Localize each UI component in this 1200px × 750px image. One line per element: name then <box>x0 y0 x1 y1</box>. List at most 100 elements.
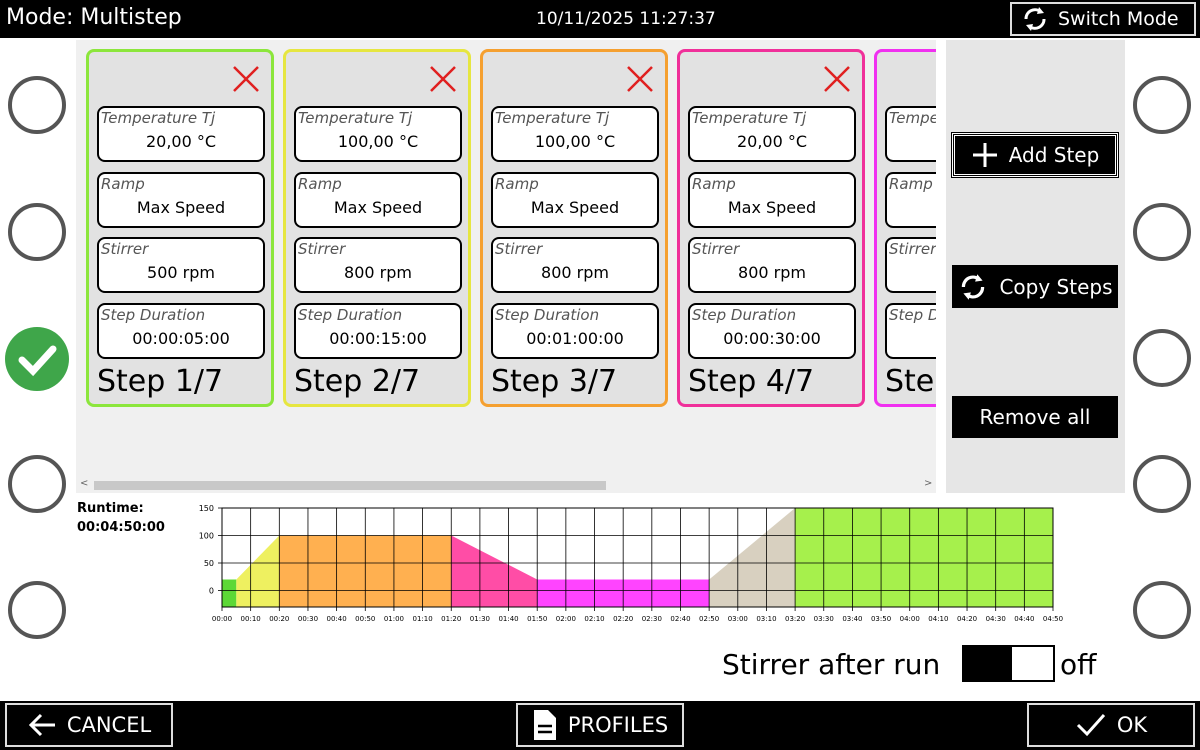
side-panel: Add Step Copy Steps Remove all <box>946 40 1125 493</box>
field-label: Stirrer <box>495 240 543 259</box>
add-step-button[interactable]: Add Step <box>951 132 1119 178</box>
area-segment <box>537 579 710 607</box>
step-field[interactable]: Stirrer 800 rpm <box>688 237 856 294</box>
radio-checked[interactable] <box>5 327 69 391</box>
step-field[interactable]: Temperature Tj 100,00 °C <box>294 106 462 162</box>
copy-steps-button[interactable]: Copy Steps <box>952 265 1118 308</box>
step-card[interactable]: Temperature Tj 100,00 °C Ramp Max Speed Stir… <box>283 49 471 407</box>
scrollbar[interactable]: < > <box>76 478 936 493</box>
step-field[interactable]: Step Duration 00:00:15:00 <box>294 303 462 360</box>
x-tick-label: 00:40 <box>327 615 347 623</box>
area-segment <box>236 535 280 607</box>
field-label: Stirrer <box>101 240 149 259</box>
step-field[interactable]: Step Duration 00:01:00:00 <box>491 303 659 360</box>
field-label: Tempe <box>889 109 936 127</box>
field-label: Stirrer <box>889 240 936 259</box>
step-title: Step 2/7 <box>294 364 421 399</box>
step-field[interactable]: Ramp Max Speed <box>97 171 265 228</box>
field-value: 800 rpm <box>738 263 806 283</box>
profiles-button[interactable]: PROFILES <box>516 703 684 747</box>
field-value: 0 <box>887 329 936 348</box>
remove-all-button[interactable]: Remove all <box>952 396 1118 438</box>
runtime-value: 00:04:50:00 <box>77 520 165 535</box>
x-tick-label: 02:50 <box>699 615 719 623</box>
runtime-label: Runtime: <box>77 501 144 516</box>
field-label: Ramp <box>692 174 736 193</box>
field-label: Temperature Tj <box>101 109 216 127</box>
switch-mode-label: Switch Mode <box>1058 8 1179 30</box>
radio[interactable] <box>1133 329 1191 387</box>
field-value: 00:01:00:00 <box>526 329 624 349</box>
x-tick-label: 04:30 <box>986 615 1006 623</box>
field-value: 500 rpm <box>147 263 215 283</box>
ok-button[interactable]: OK <box>1027 703 1195 747</box>
delete-icon[interactable] <box>822 64 852 94</box>
delete-icon[interactable] <box>231 64 261 94</box>
x-tick-label: 02:40 <box>670 615 690 623</box>
field-label: Temperature Tj <box>495 109 610 127</box>
x-tick-label: 01:00 <box>384 615 404 623</box>
step-card[interactable]: Temperature Tj 20,00 °C Ramp Max Speed Stirr… <box>677 49 865 407</box>
field-value: Max Speed <box>333 197 423 217</box>
radio[interactable] <box>8 581 66 639</box>
step-field[interactable]: Temperature Tj 100,00 °C <box>491 106 659 162</box>
step-card[interactable]: Temperature Tj 100,00 °C Ramp Max Speed Stir… <box>480 49 668 407</box>
radio[interactable] <box>1133 203 1191 261</box>
radio[interactable] <box>8 455 66 513</box>
radio[interactable] <box>8 76 66 134</box>
field-label: Ramp <box>495 174 539 193</box>
step-field[interactable]: Ramp M <box>885 171 936 228</box>
x-tick-label: 02:00 <box>556 615 576 623</box>
area-segment <box>795 508 1053 607</box>
footer <box>0 701 1200 750</box>
switch-icon <box>1024 7 1046 31</box>
radio[interactable] <box>1133 76 1191 134</box>
ok-icon <box>1076 713 1105 737</box>
radio[interactable] <box>8 203 66 261</box>
step-field[interactable]: Stirrer 500 rpm <box>97 237 265 294</box>
area-segment <box>709 508 796 607</box>
step-field[interactable]: Ramp Max Speed <box>491 171 659 228</box>
x-tick-label: 02:20 <box>613 615 633 623</box>
radio[interactable] <box>1133 455 1191 513</box>
area-segment <box>279 535 452 607</box>
step-field[interactable]: Step D 0 <box>885 303 936 360</box>
field-label: Step Duration <box>101 306 206 325</box>
plus-icon <box>972 143 997 167</box>
field-value: 800 rpm <box>541 263 609 283</box>
x-tick-label: 03:50 <box>871 615 891 623</box>
step-field[interactable]: Tempe <box>885 106 936 162</box>
copy-steps-label: Copy Steps <box>999 274 1113 299</box>
step-field[interactable]: Ramp Max Speed <box>294 171 462 228</box>
delete-icon[interactable] <box>428 64 458 94</box>
step-field[interactable]: Temperature Tj 20,00 °C <box>688 106 856 162</box>
header: Mode: Multistep 10/11/2025 11:27:37 Swit… <box>0 0 1200 38</box>
x-tick-label: 04:40 <box>1014 615 1034 623</box>
cancel-button[interactable]: CANCEL <box>5 703 173 747</box>
x-tick-label: 00:50 <box>355 615 375 623</box>
field-label: Step D <box>889 306 936 325</box>
step-field[interactable]: Stirrer <box>885 237 936 294</box>
radio[interactable] <box>1133 581 1191 639</box>
x-tick-label: 04:50 <box>1043 615 1063 623</box>
step-card[interactable]: Tempe Ramp M Stirrer Step D 0 Ste <box>874 49 936 407</box>
scroll-right[interactable]: > <box>924 478 933 489</box>
scroll-left[interactable]: < <box>80 478 89 489</box>
step-field[interactable]: Temperature Tj 20,00 °C <box>97 106 265 162</box>
scroll-thumb[interactable] <box>94 481 606 490</box>
switch-mode-button[interactable]: Switch Mode <box>1010 2 1196 36</box>
step-title: Step 3/7 <box>491 364 618 399</box>
stirrer-toggle[interactable] <box>962 645 1055 682</box>
stirrer-label: Stirrer after run <box>722 648 941 681</box>
field-label: Ramp <box>298 174 342 193</box>
field-label: Stirrer <box>692 240 740 259</box>
delete-icon[interactable] <box>625 64 655 94</box>
step-field[interactable]: Step Duration 00:00:05:00 <box>97 303 265 360</box>
step-field[interactable]: Ramp Max Speed <box>688 171 856 228</box>
x-tick-label: 04:00 <box>900 615 920 623</box>
step-field[interactable]: Step Duration 00:00:30:00 <box>688 303 856 360</box>
add-step-label: Add Step <box>1008 143 1100 167</box>
step-field[interactable]: Stirrer 800 rpm <box>294 237 462 294</box>
step-field[interactable]: Stirrer 800 rpm <box>491 237 659 294</box>
step-card[interactable]: Temperature Tj 20,00 °C Ramp Max Speed Stirr… <box>86 49 274 407</box>
